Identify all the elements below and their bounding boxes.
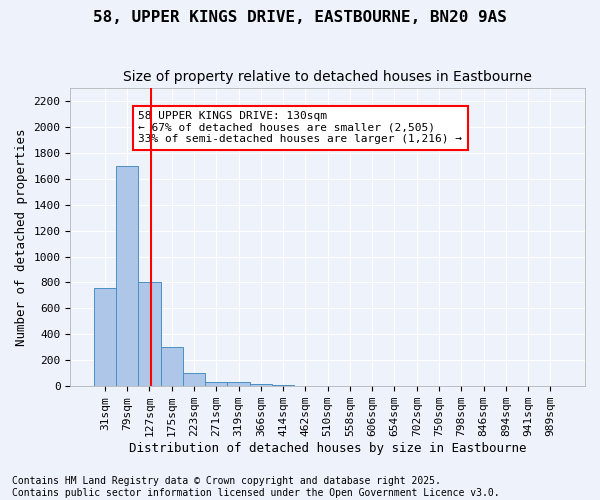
Y-axis label: Number of detached properties: Number of detached properties [15, 128, 28, 346]
Bar [183, 372, 205, 386]
Bar [227, 382, 250, 386]
Text: Contains HM Land Registry data © Crown copyright and database right 2025.
Contai: Contains HM Land Registry data © Crown c… [12, 476, 500, 498]
Title: Size of property relative to detached houses in Eastbourne: Size of property relative to detached ho… [123, 70, 532, 84]
Bar [94, 288, 116, 386]
Bar [138, 282, 161, 386]
Text: 58 UPPER KINGS DRIVE: 130sqm
← 67% of detached houses are smaller (2,505)
33% of: 58 UPPER KINGS DRIVE: 130sqm ← 67% of de… [138, 112, 462, 144]
Text: 58, UPPER KINGS DRIVE, EASTBOURNE, BN20 9AS: 58, UPPER KINGS DRIVE, EASTBOURNE, BN20 … [93, 10, 507, 25]
Bar [205, 382, 227, 386]
X-axis label: Distribution of detached houses by size in Eastbourne: Distribution of detached houses by size … [129, 442, 526, 455]
Bar [161, 348, 183, 386]
Bar [116, 166, 138, 386]
Bar [272, 385, 294, 386]
Bar [250, 384, 272, 386]
